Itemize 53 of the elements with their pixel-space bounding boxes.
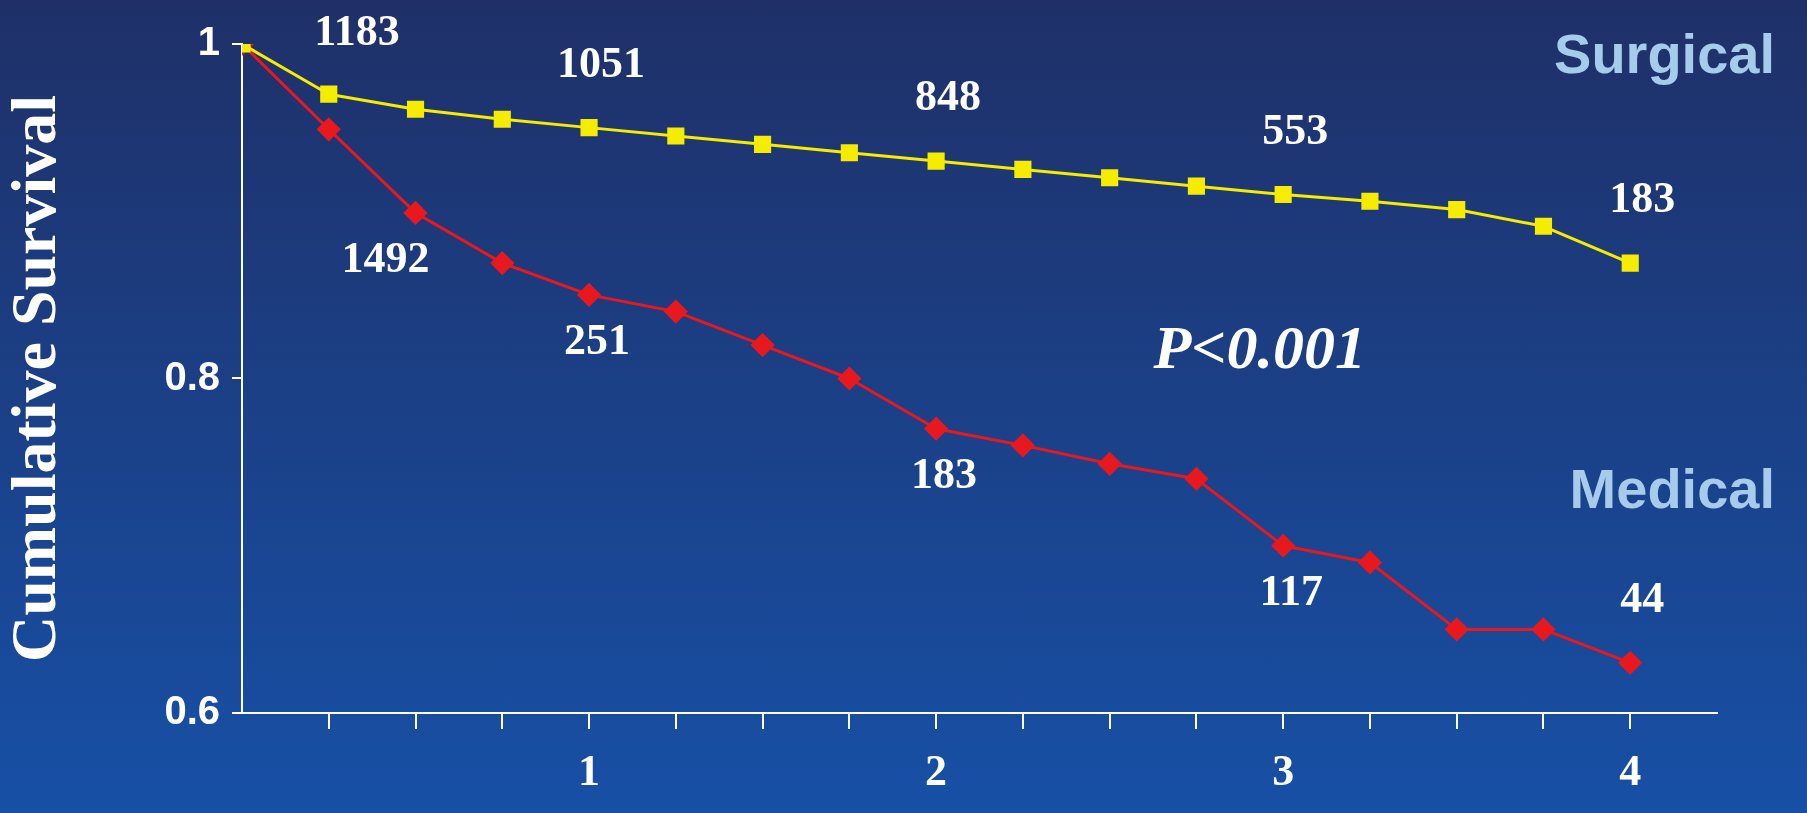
point <box>317 117 341 141</box>
point <box>1274 185 1292 204</box>
point <box>580 119 598 137</box>
point <box>577 283 601 307</box>
point <box>1187 177 1205 195</box>
point <box>927 152 945 170</box>
point <box>840 144 858 162</box>
point <box>1448 201 1466 219</box>
annotation: 1183 <box>314 6 400 56</box>
y-tick-label: 0.8 <box>164 353 220 398</box>
x-tick-label: 4 <box>1619 745 1642 795</box>
point <box>1358 550 1382 574</box>
y-axis-title: Cumulative Survival <box>0 94 69 663</box>
x-tick-label: 3 <box>1272 745 1295 795</box>
point <box>664 300 688 324</box>
point <box>1618 651 1642 675</box>
point <box>1534 217 1553 235</box>
point <box>1361 192 1379 210</box>
annotation: 1051 <box>557 37 646 87</box>
x-tick-label: 2 <box>925 745 948 795</box>
annotation: 183 <box>911 449 978 499</box>
point <box>1531 617 1555 641</box>
point <box>837 367 861 390</box>
point <box>1011 433 1035 457</box>
annotation: 44 <box>1620 573 1665 623</box>
annotation: 848 <box>915 71 982 121</box>
annotation: 117 <box>1259 566 1323 616</box>
annotation: P<0.001 <box>1152 312 1367 381</box>
point <box>1621 254 1639 272</box>
annotation: 553 <box>1262 104 1329 154</box>
point <box>1101 169 1119 187</box>
annotation: 183 <box>1609 173 1676 223</box>
point <box>493 110 511 128</box>
annotation: 251 <box>564 315 631 365</box>
point <box>320 85 338 103</box>
point <box>1098 452 1122 476</box>
point <box>751 333 775 357</box>
point <box>490 251 514 275</box>
y-tick-label: 1 <box>197 19 220 64</box>
y-tick-label: 0.6 <box>164 688 220 733</box>
point <box>1184 467 1208 491</box>
point <box>1271 534 1295 558</box>
annotation: 1492 <box>341 233 430 283</box>
series-label: Medical <box>1569 457 1775 521</box>
point <box>1014 160 1032 179</box>
text: Surgical <box>1554 22 1775 86</box>
point <box>404 201 428 225</box>
point <box>406 100 425 118</box>
x-tick-label: 1 <box>578 745 601 795</box>
point <box>667 127 685 145</box>
point <box>1445 617 1469 641</box>
point <box>754 135 772 153</box>
point <box>924 417 948 441</box>
